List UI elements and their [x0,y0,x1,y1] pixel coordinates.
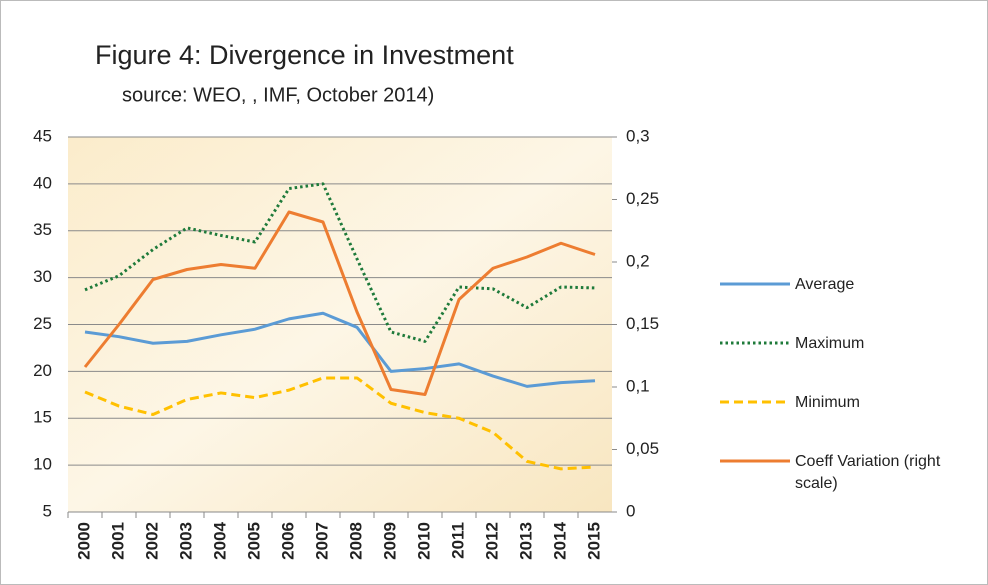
x-tick-label: 2001 [108,522,127,560]
y-tick-label: 35 [33,220,52,239]
y-tick-label: 30 [33,267,52,286]
legend-label: Average [795,276,855,293]
series-line [84,376,596,471]
x-tick-label: 2008 [346,522,365,560]
y2-tick-label: 0,25 [626,189,659,208]
y2-tick-label: 0,15 [626,314,659,333]
x-tick-label: 2003 [176,522,195,560]
legend-swatch [720,282,790,286]
legend-item: Average [720,268,980,327]
y-tick-label: 5 [43,501,52,520]
y-tick-label: 20 [33,361,52,380]
y2-tick-label: 0 [626,501,635,520]
x-tick-label: 2011 [448,522,467,559]
y2-tick-label: 0,3 [626,126,650,145]
legend-swatch [720,459,790,463]
legend-item: Maximum [720,327,980,386]
y-tick-label: 40 [33,173,52,192]
series-line [83,210,596,396]
x-tick-label: 2009 [380,522,399,560]
y2-tick-label: 0,2 [626,251,650,270]
legend-label: Maximum [795,335,865,352]
series-line [84,311,596,388]
legend: Average Maximum Minimum Coeff Variation (ri… [720,268,980,504]
legend-label: Minimum [795,394,860,411]
y-tick-label: 45 [33,126,52,145]
x-tick-label: 2006 [278,522,297,560]
x-tick-label: 2012 [482,522,501,560]
y-tick-label: 10 [33,455,52,474]
x-tick-label: 2004 [210,521,229,559]
x-tick-label: 2015 [584,522,603,560]
legend-item: Coeff Variation (right scale) [720,445,980,504]
y-tick-label: 25 [33,314,52,333]
series-line [84,182,596,343]
x-tick-label: 2002 [142,522,161,560]
x-tick-label: 2013 [516,522,535,560]
chart-title: Figure 4: Divergence in Investment [95,40,514,70]
chart-subtitle: source: WEO, , IMF, October 2014) [122,84,434,106]
legend-swatch [720,400,790,404]
y-tick-label: 15 [33,408,52,427]
legend-swatch [720,341,790,345]
x-tick-label: 2005 [244,522,263,560]
x-tick-label: 2014 [550,521,569,559]
legend-item: Minimum [720,386,980,445]
x-tick-label: 2007 [312,522,331,560]
y2-tick-label: 0,1 [626,376,650,395]
legend-label: Coeff Variation (right scale) [795,453,941,492]
x-tick-label: 2000 [74,522,93,560]
x-tick-label: 2010 [414,522,433,560]
y2-tick-label: 0,05 [626,439,659,458]
